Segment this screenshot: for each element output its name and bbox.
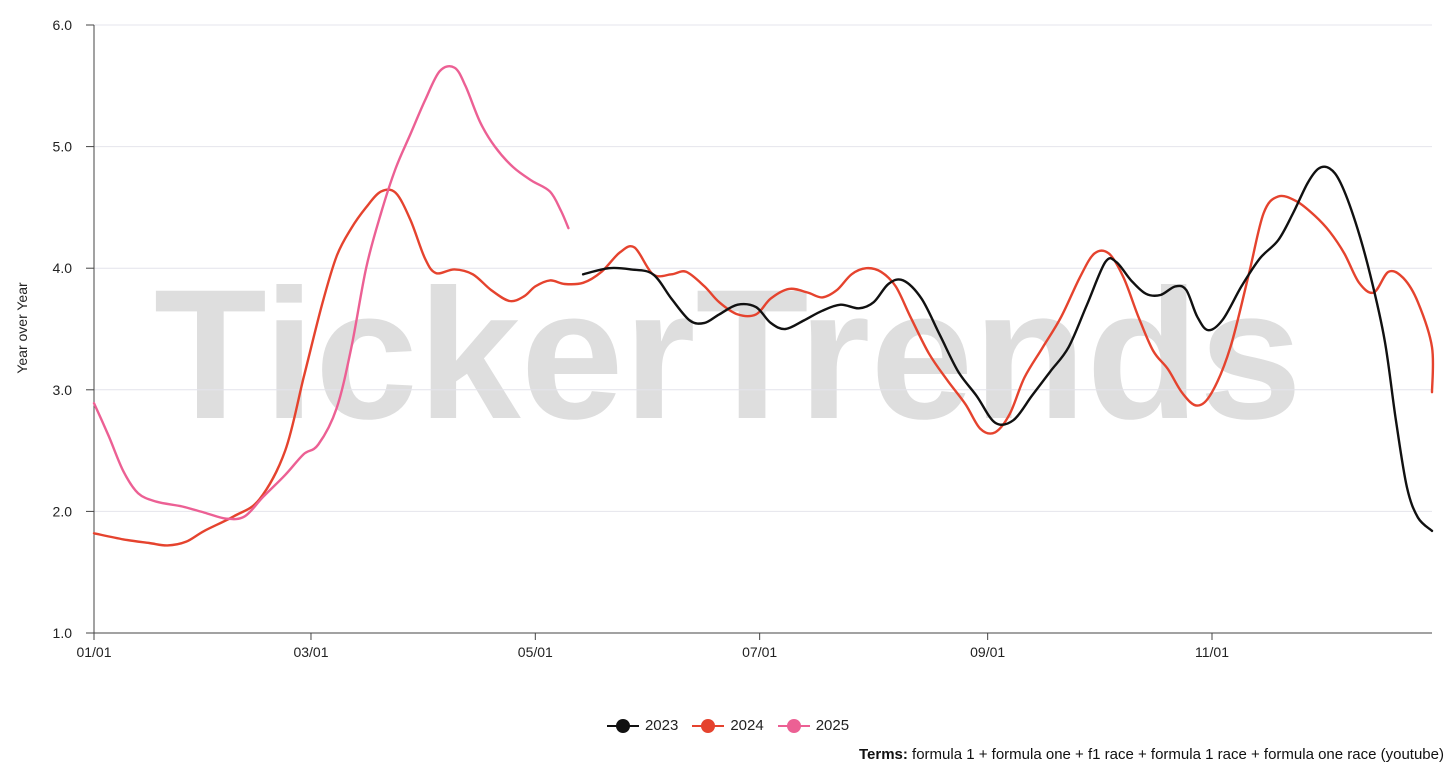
terms-label: Terms: (858, 746, 908, 763)
y-tick-label: 3.0 (53, 382, 73, 398)
series-line-2024 (92, 188, 1435, 547)
series-line-2025 (92, 64, 570, 521)
x-tick-label: 11/01 (1195, 644, 1229, 660)
terms-value: formula 1 + formula one + f1 race + form… (912, 746, 1444, 763)
search-terms: Terms: formula 1 + formula one + f1 race… (859, 746, 1444, 763)
legend-label-2023: 2023 (644, 717, 679, 734)
legend: 2023 2024 2025 (0, 717, 1456, 734)
y-axis-title: Year over Year (14, 282, 30, 374)
grid-lines (94, 24, 1432, 512)
x-tick-label: 01/01 (76, 644, 111, 660)
series-line-2023 (581, 165, 1434, 533)
legend-item-2024[interactable]: 2024 (692, 717, 764, 734)
legend-marker-2024 (692, 718, 725, 733)
y-axis-ticks: 1.0 2.0 3.0 4.0 5.0 6.0 (53, 17, 94, 641)
x-tick-label: 09/01 (970, 644, 1005, 660)
legend-label-2024: 2024 (730, 717, 764, 734)
legend-item-2025[interactable]: 2025 (777, 717, 850, 734)
legend-item-2023[interactable]: 2023 (606, 717, 679, 734)
y-tick-label: 6.0 (53, 17, 73, 33)
y-tick-label: 4.0 (53, 260, 73, 276)
y-tick-label: 1.0 (53, 625, 73, 641)
line-chart: TickerTrends 1.0 2.0 3.0 4.0 5.0 6.0 01/01 03/… (14, 17, 1435, 660)
x-tick-label: 07/01 (742, 644, 777, 660)
x-axis-ticks: 01/01 03/01 05/01 07/01 09/01 11/01 (76, 633, 1229, 660)
legend-marker-2023 (606, 718, 639, 733)
y-tick-label: 2.0 (53, 503, 73, 519)
y-tick-label: 5.0 (53, 139, 73, 155)
legend-label-2025: 2025 (815, 717, 850, 734)
axes (93, 25, 1432, 634)
series-lines (92, 64, 1435, 547)
legend-marker-2025 (777, 718, 810, 733)
x-tick-label: 03/01 (293, 644, 328, 660)
watermark: TickerTrends (154, 252, 1302, 458)
x-tick-label: 05/01 (518, 644, 553, 660)
